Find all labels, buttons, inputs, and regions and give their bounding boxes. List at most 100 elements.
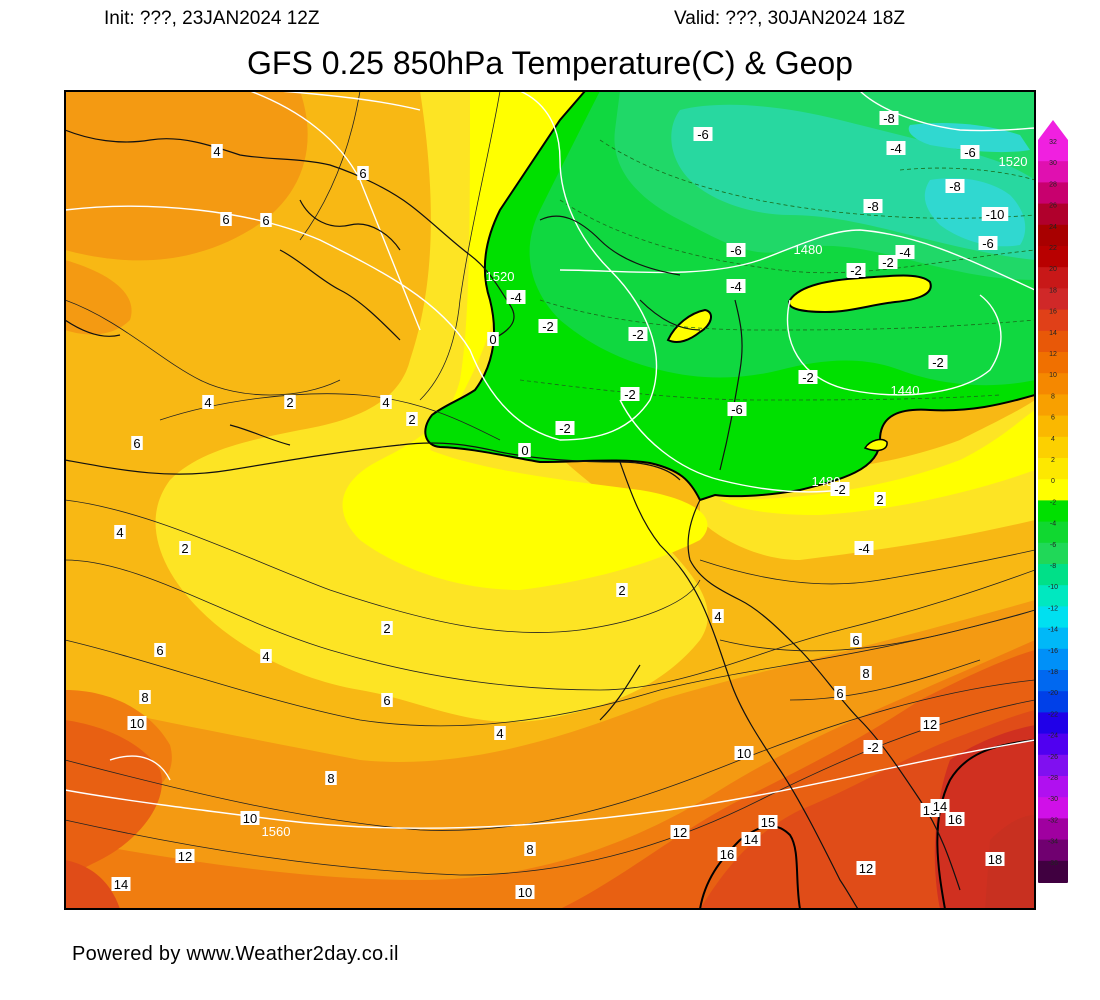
temperature-label: -2 <box>878 255 898 270</box>
svg-text:-2: -2 <box>932 355 944 370</box>
colorbar-tick-label: 26 <box>1049 203 1057 210</box>
colorbar-tick-label: -14 <box>1048 627 1058 634</box>
svg-text:4: 4 <box>496 726 503 741</box>
temperature-label: 6 <box>357 166 369 181</box>
temperature-label: 4 <box>712 609 724 624</box>
temp-band-14-west <box>65 860 120 909</box>
temperature-label: -2 <box>628 327 648 342</box>
temperature-labels: 466 64 2 4206422468101214108681012161415121… <box>111 111 1009 900</box>
svg-text:0: 0 <box>489 332 496 347</box>
temperature-label: 2 <box>874 492 886 507</box>
colorbar-tick-label: -30 <box>1048 796 1058 803</box>
colorbar-swatch <box>1038 436 1068 459</box>
temperature-label: 4 <box>202 395 214 410</box>
temperature-label: 12 <box>856 861 876 876</box>
svg-text:14: 14 <box>114 877 128 892</box>
temperature-label: -4 <box>886 141 906 156</box>
colorbar-swatch <box>1038 754 1068 777</box>
temperature-label: 2 <box>381 621 393 636</box>
svg-text:8: 8 <box>141 690 148 705</box>
svg-text:6: 6 <box>383 693 390 708</box>
svg-text:2: 2 <box>618 583 625 598</box>
svg-text:-4: -4 <box>730 279 742 294</box>
colorbar-tick-label: -16 <box>1048 648 1058 655</box>
temperature-label: 12 <box>670 825 690 840</box>
colorbar-swatch <box>1038 712 1068 735</box>
colorbar-swatch <box>1038 458 1068 480</box>
temperature-label: 6 <box>834 686 846 701</box>
temperature-label: -2 <box>538 319 558 334</box>
svg-text:6: 6 <box>852 633 859 648</box>
svg-text:-10: -10 <box>986 207 1005 222</box>
temperature-label: 12 <box>920 717 940 732</box>
svg-text:0: 0 <box>521 443 528 458</box>
svg-text:12: 12 <box>859 861 873 876</box>
temperature-label: -2 <box>830 482 850 497</box>
svg-text:-2: -2 <box>542 319 554 334</box>
temp-band-8-northwest <box>65 260 132 335</box>
svg-text:6: 6 <box>359 166 366 181</box>
temperature-label: -6 <box>978 236 998 251</box>
temperature-label: 4 <box>494 726 506 741</box>
temperature-label: -2 <box>928 355 948 370</box>
colorbar-swatch <box>1038 585 1068 607</box>
colorbar-tick-label: 16 <box>1049 309 1057 316</box>
colorbar-tick-label: -10 <box>1048 584 1058 591</box>
svg-text:-4: -4 <box>899 245 911 260</box>
svg-text:-6: -6 <box>731 402 743 417</box>
colorbar-tick-label: 22 <box>1049 245 1057 252</box>
svg-text:-2: -2 <box>882 255 894 270</box>
colorbar-tick-label: 32 <box>1049 139 1057 146</box>
colorbar-tick-label: -34 <box>1048 839 1058 846</box>
temperature-label: 14 <box>930 799 950 814</box>
colorbar-swatch <box>1038 182 1068 205</box>
svg-text:6: 6 <box>133 436 140 451</box>
temperature-label: 8 <box>139 690 151 705</box>
svg-text:18: 18 <box>988 852 1002 867</box>
colorbar-tick-label: 6 <box>1051 415 1055 422</box>
colorbar-swatch <box>1038 648 1068 671</box>
colorbar-tick-label: 18 <box>1049 287 1057 294</box>
colorbar-swatch <box>1038 500 1068 523</box>
svg-text:-6: -6 <box>697 127 709 142</box>
svg-text:-8: -8 <box>949 179 961 194</box>
svg-text:14: 14 <box>933 799 947 814</box>
colorbar-swatch <box>1038 542 1068 565</box>
svg-text:-2: -2 <box>559 421 571 436</box>
colorbar-swatch <box>1038 733 1068 756</box>
colorbar-swatch <box>1038 373 1068 395</box>
svg-text:6: 6 <box>222 212 229 227</box>
temperature-label: 10 <box>734 746 754 761</box>
colorbar-tick-label: -28 <box>1048 775 1058 782</box>
svg-text:-4: -4 <box>510 290 522 305</box>
temperature-label: 18 <box>985 852 1005 867</box>
colorbar-swatch <box>1038 521 1068 544</box>
temperature-label: 4 <box>211 144 223 159</box>
svg-text:-2: -2 <box>834 482 846 497</box>
colorbar-tick-label: 20 <box>1049 266 1057 273</box>
colorbar-swatch <box>1038 860 1068 883</box>
colorbar-swatch <box>1038 288 1068 311</box>
colorbar-tick-label: 12 <box>1049 351 1057 358</box>
svg-text:-6: -6 <box>982 236 994 251</box>
svg-text:-8: -8 <box>883 111 895 126</box>
temperature-label: 16 <box>717 847 737 862</box>
svg-text:4: 4 <box>116 525 123 540</box>
svg-text:4: 4 <box>382 395 389 410</box>
cold-isotherm-lines <box>519 139 1035 401</box>
temperature-label: 2 <box>179 541 191 556</box>
colorbar-swatch <box>1038 839 1068 862</box>
svg-text:4: 4 <box>714 609 721 624</box>
svg-text:10: 10 <box>518 885 532 900</box>
temperature-label: 6 <box>220 212 232 227</box>
temperature-label: 16 <box>945 812 965 827</box>
init-time-label: Init: ???, 23JAN2024 12Z <box>104 8 320 29</box>
colorbar-tick-label: -26 <box>1048 754 1058 761</box>
temperature-label: 4 <box>380 395 392 410</box>
colorbar-swatch <box>1038 203 1068 226</box>
svg-text:2: 2 <box>408 412 415 427</box>
temp-band-0-east <box>700 400 1035 560</box>
temp-band-16 <box>985 815 1035 909</box>
colorbar-tick-label: -2 <box>1050 499 1056 506</box>
colorbar-swatch <box>1038 224 1068 247</box>
